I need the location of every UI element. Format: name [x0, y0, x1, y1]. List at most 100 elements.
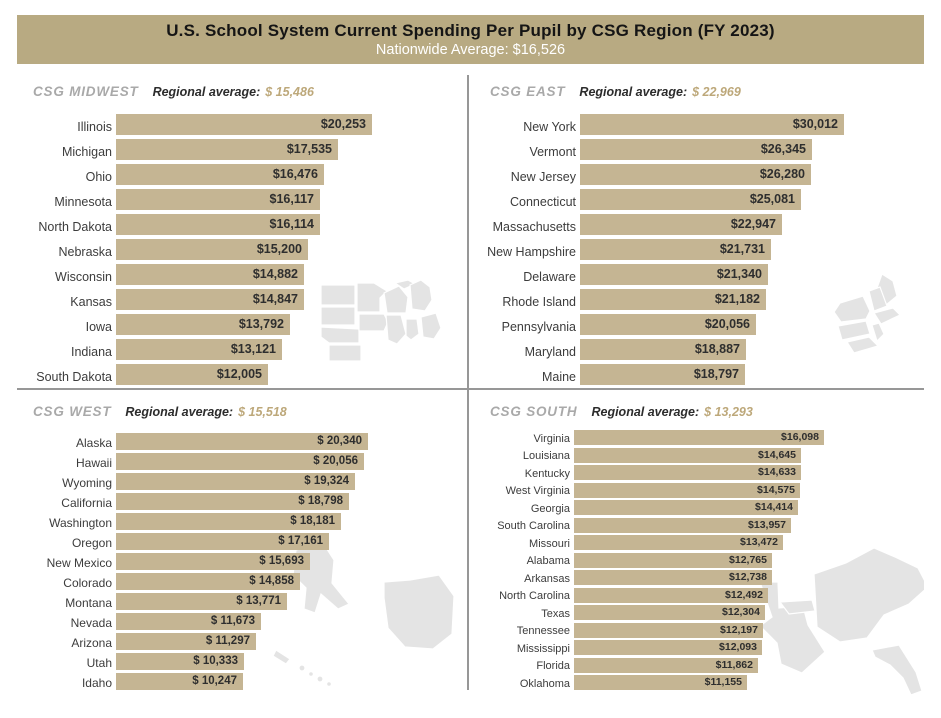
state-label: Vermont: [529, 144, 576, 159]
bar-row: South Dakota $12,005: [17, 364, 462, 389]
quadrant-header: CSG EAST Regional average: $ 22,969: [474, 76, 924, 101]
south-map-graphic: [759, 547, 924, 696]
state-label: Florida: [536, 660, 570, 673]
bar-row: Arkansas $12,738: [474, 570, 924, 588]
state-label: Iowa: [85, 319, 112, 334]
bar-row: Virginia $16,098: [474, 430, 924, 448]
value-bar: $18,887: [580, 339, 746, 360]
state-label: New York: [523, 119, 576, 134]
state-label: Colorado: [63, 576, 112, 590]
regional-average-value: $ 15,518: [238, 405, 287, 419]
state-label: Hawaii: [75, 456, 112, 470]
bar-row: Hawaii $ 20,056: [17, 453, 462, 473]
value-bar: $12,304: [574, 605, 765, 620]
regional-average-label: Regional average:: [579, 85, 688, 99]
value-bar: $14,414: [574, 500, 798, 515]
bar-row: Idaho $ 10,247: [17, 673, 462, 693]
value-bar: $ 11,297: [116, 633, 256, 650]
state-label: South Dakota: [36, 369, 112, 384]
state-label: Pennsylvania: [501, 319, 576, 334]
bar-row: West Virginia $14,575: [474, 482, 924, 501]
regional-average-value: $ 15,486: [265, 85, 314, 99]
value-bar: $ 10,247: [116, 673, 243, 690]
quadrant-divider-horizontal: [17, 388, 924, 390]
bar-row: Wisconsin $14,882: [17, 264, 462, 289]
quadrant-header: CSG MIDWEST Regional average: $ 15,486: [17, 76, 462, 101]
bar-row: Colorado $ 14,858: [17, 573, 462, 593]
bar-row: Indiana $13,121: [17, 339, 462, 364]
state-label: Massachusetts: [492, 219, 576, 234]
value-bar: $13,792: [116, 314, 290, 335]
region-title: CSG MIDWEST: [33, 84, 139, 99]
state-label: Arizona: [71, 636, 112, 650]
bar-list: Alaska $ 20,340 Hawaii $ 20,056 Wyoming $ 19,…: [17, 433, 462, 693]
value-bar: $13,957: [574, 517, 791, 533]
state-label: Louisiana: [522, 450, 570, 463]
value-bar: $13,121: [116, 339, 282, 360]
value-bar: $ 18,798: [116, 493, 349, 510]
value-bar: $12,765: [574, 552, 772, 568]
bar-row: Mississippi $12,093: [474, 640, 924, 658]
state-label: California: [61, 496, 112, 510]
value-bar: $ 20,056: [116, 453, 364, 470]
bar-row: North Carolina $12,492: [474, 587, 924, 606]
bar-row: New York $30,012: [474, 114, 924, 139]
value-bar: $21,340: [580, 264, 768, 285]
region-title: CSG WEST: [33, 404, 112, 419]
state-label: Rhode Island: [502, 294, 576, 309]
midwest-map-graphic: [320, 279, 442, 362]
value-bar: $ 18,181: [116, 513, 341, 530]
state-label: Kentucky: [524, 467, 570, 480]
bar-row: Utah $ 10,333: [17, 653, 462, 673]
value-bar: $ 14,858: [116, 573, 300, 590]
bar-row: Alabama $12,765: [474, 552, 924, 571]
bar-row: Rhode Island $21,182: [474, 289, 924, 314]
state-label: New Jersey: [510, 169, 576, 184]
bar-row: Oregon $ 17,161: [17, 533, 462, 553]
bar-list: Illinois $20,253 Michigan $17,535 Ohio $16,47…: [17, 114, 462, 389]
state-label: Ohio: [85, 169, 112, 184]
bar-row: Washington $ 18,181: [17, 513, 462, 533]
regional-average-label: Regional average:: [591, 405, 700, 419]
state-label: Arkansas: [524, 572, 570, 585]
value-bar: $16,117: [116, 189, 320, 210]
state-label: Alabama: [526, 555, 570, 568]
bar-list: New York $30,012 Vermont $26,345 New Jersey $…: [474, 114, 924, 389]
bar-row: Maine $18,797: [474, 364, 924, 389]
state-label: Connecticut: [509, 194, 576, 209]
state-label: North Dakota: [38, 219, 112, 234]
regional-average-label: Regional average:: [152, 85, 261, 99]
state-label: Idaho: [81, 676, 112, 690]
state-label: Texas: [541, 607, 570, 620]
region-title: CSG SOUTH: [490, 404, 578, 419]
value-bar: $16,098: [574, 430, 824, 445]
bar-row: New Jersey $26,280: [474, 164, 924, 189]
value-bar: $ 19,324: [116, 473, 355, 490]
bar-row: Iowa $13,792: [17, 314, 462, 339]
quadrant-west: CSG WEST Regional average: $ 15,518 Alaska…: [17, 396, 462, 698]
value-bar: $15,200: [116, 239, 308, 260]
bar-row: Illinois $20,253: [17, 114, 462, 139]
bar-row: Nebraska $15,200: [17, 239, 462, 264]
value-bar: $11,155: [574, 675, 747, 690]
bar-row: Nevada $ 11,673: [17, 613, 462, 633]
bar-row: New Hampshire $21,731: [474, 239, 924, 264]
value-bar: $12,093: [574, 640, 762, 655]
state-label: Oklahoma: [519, 677, 570, 690]
value-bar: $25,081: [580, 189, 801, 210]
state-label: Wisconsin: [55, 269, 112, 284]
state-label: New Hampshire: [487, 244, 576, 259]
value-bar: $14,575: [574, 482, 800, 498]
value-bar: $11,862: [574, 657, 758, 673]
header-banner: U.S. School System Current Spending Per …: [17, 15, 924, 64]
state-label: Alaska: [75, 436, 112, 450]
regional-average-value: $ 13,293: [704, 405, 753, 419]
bar-row: California $ 18,798: [17, 493, 462, 513]
region-title: CSG EAST: [490, 84, 566, 99]
state-label: Nebraska: [58, 244, 113, 259]
state-label: North Carolina: [499, 590, 570, 603]
value-bar: $22,947: [580, 214, 782, 235]
bar-row: Louisiana $14,645: [474, 447, 924, 466]
value-bar: $12,197: [574, 622, 763, 638]
quadrant-midwest: CSG MIDWEST Regional average: $ 15,486 Ill…: [17, 76, 462, 386]
